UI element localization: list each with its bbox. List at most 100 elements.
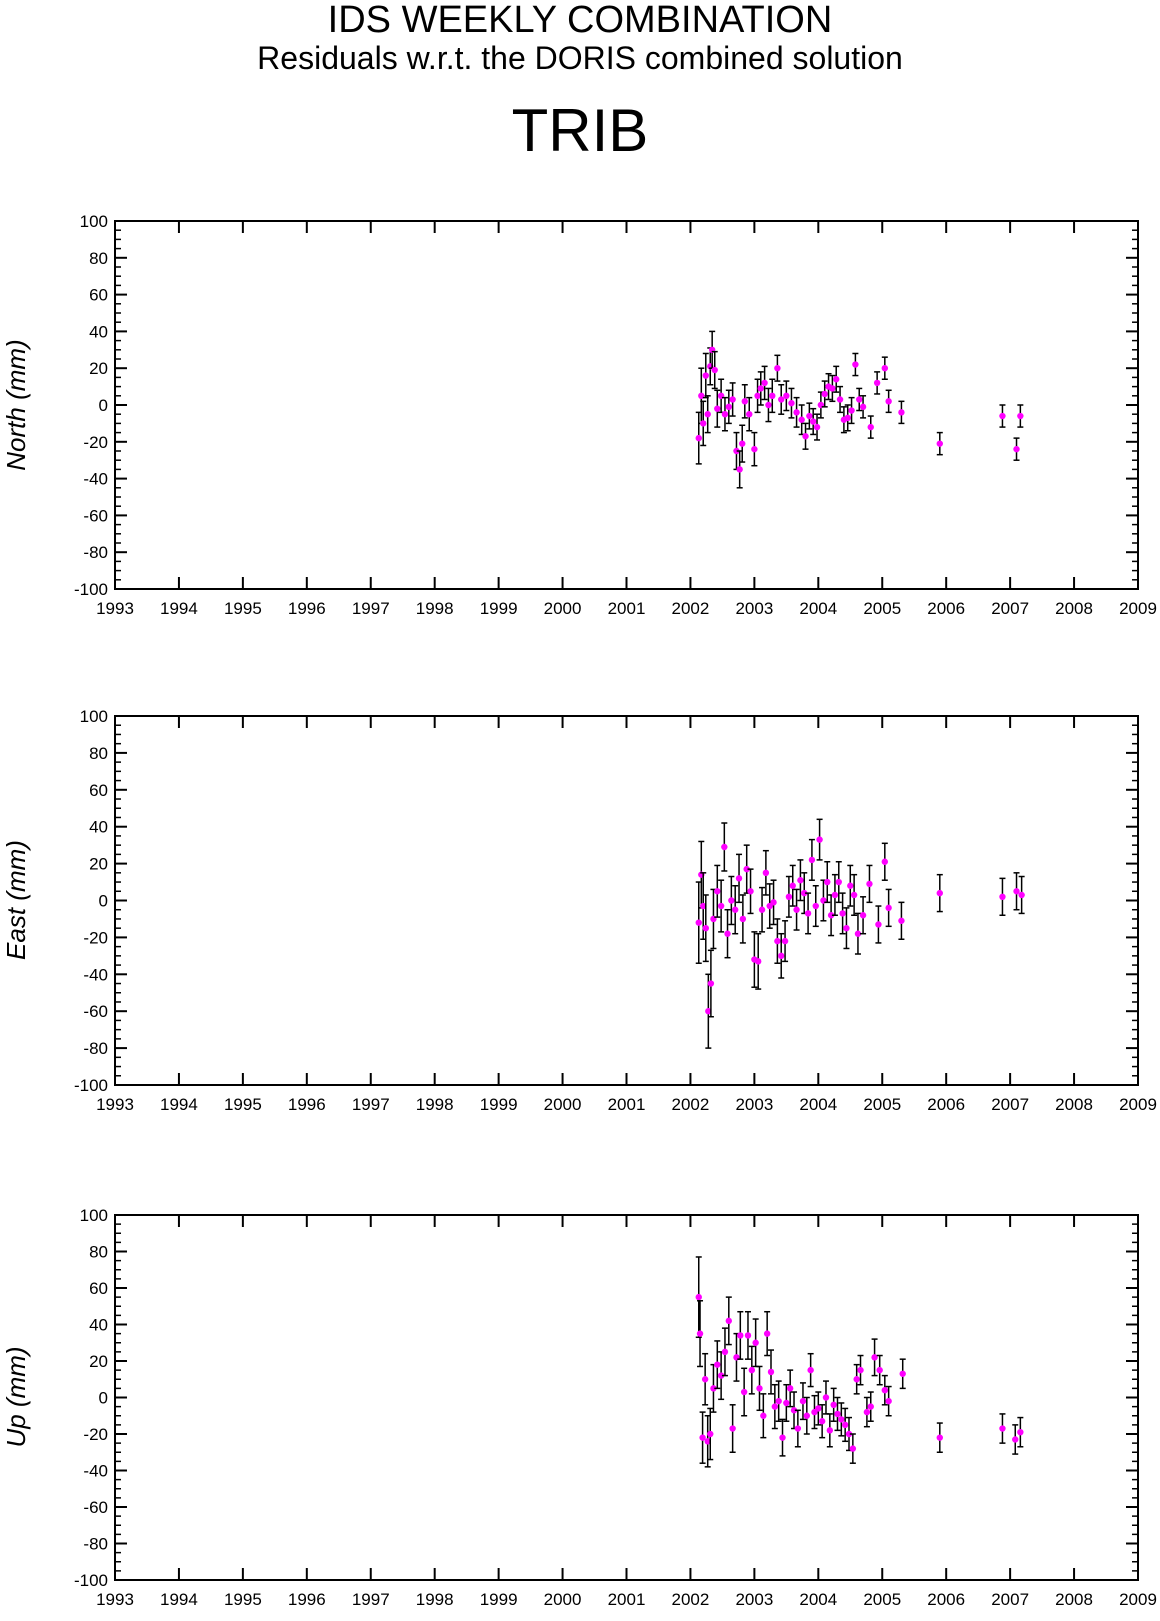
up-data-point [803,1412,811,1419]
north-data-point [711,366,718,374]
up-x-tick-label: 1996 [288,1590,326,1609]
up-plot-frame [114,1214,1139,1581]
east-data-point [731,906,739,913]
north-data-point [999,412,1006,420]
up-data-point [849,1445,857,1452]
up-x-tick-label: 2005 [863,1590,901,1609]
east-data-point [724,930,731,937]
up-data-point [1012,1436,1019,1443]
east-data-point [721,843,728,851]
north-data-point [757,385,764,392]
figure-subtitle: Residuals w.r.t. the DORIS combined solu… [257,40,903,76]
north-data-point [761,379,768,387]
up-data-point [710,1385,717,1392]
up-data-point [815,1405,822,1412]
north-data-point [783,392,790,399]
north-data-point [867,423,874,431]
up-data-point [799,1397,807,1405]
north-x-tick-label: 2002 [672,599,710,618]
east-data-point [808,856,816,864]
east-data-point [831,891,839,899]
up-panel: 1993 1994 1995 1996 1997 1998 1999 2000 2001 2002… [1,1206,1157,1609]
north-y-tick-label: 80 [89,249,108,268]
north-x-tick-label: 2001 [608,599,646,618]
north-data-point [765,401,772,409]
east-y-tick-label: 60 [89,781,108,800]
north-y-tick-label: -60 [83,506,108,525]
up-data-point [830,1401,837,1409]
east-data-point [778,952,785,960]
east-x-tick-label: 2002 [672,1095,710,1114]
east-data-point [812,902,819,910]
up-x-tick-label: 1995 [224,1590,262,1609]
up-x-tick-label: 2004 [799,1590,837,1609]
up-data-point [717,1372,725,1379]
east-x-tick-label: 2006 [927,1095,965,1114]
north-x-tick-label: 2009 [1119,599,1157,618]
east-data-point [835,878,842,886]
north-data-point [813,423,821,431]
up-data-point [857,1366,864,1374]
east-x-tick-label: 1995 [224,1095,262,1114]
up-x-tick-label: 2009 [1119,1590,1157,1609]
north-data-point [885,398,892,405]
east-data-point [804,910,812,917]
up-data-point [748,1366,756,1374]
east-x-tick-label: 2004 [799,1095,837,1114]
north-data-point [881,365,889,372]
east-x-tick-label: 2000 [544,1095,582,1114]
east-y-tick-label: -20 [83,928,108,947]
north-y-tick-label: 20 [89,359,108,378]
north-x-tick-label: 1994 [160,599,198,618]
east-y-tick-label: -60 [83,1002,108,1021]
north-data-point [836,396,844,403]
north-data-point [714,405,721,412]
north-data-point [859,403,867,411]
up-x-tick-label: 2003 [735,1590,773,1609]
north-data-point [778,396,785,403]
figure-title: IDS WEEKLY COMBINATION [327,0,833,41]
east-y-tick-label: -40 [83,965,108,984]
up-data-point [807,1366,814,1374]
north-data-point [829,385,836,392]
up-data-point [783,1399,790,1407]
up-y-tick-label: -80 [83,1535,108,1554]
north-data-point [802,433,809,440]
up-x-tick-label: 2008 [1055,1590,1093,1609]
east-data-point [717,902,725,910]
east-data-point [707,980,715,987]
up-y-tick-label: -40 [83,1462,108,1481]
north-data-point [739,440,746,447]
east-x-tick-label: 2009 [1119,1095,1157,1114]
up-data-point [826,1427,834,1434]
north-y-tick-label: -40 [83,470,108,489]
up-data-point [752,1339,759,1346]
north-x-tick-label: 1999 [480,599,518,618]
up-data-point [841,1421,849,1429]
north-data-point [725,403,732,411]
north-data-point [844,414,851,422]
up-data-point [885,1397,892,1405]
east-x-tick-label: 1997 [352,1095,390,1114]
north-y-tick-label: -100 [74,580,108,599]
east-x-tick-label: 2008 [1055,1095,1093,1114]
east-y-tick-label: 0 [99,892,108,911]
east-data-point [875,921,882,928]
east-data-point [762,869,770,877]
north-data-point [729,396,736,403]
up-data-point [1017,1428,1024,1436]
north-data-point [788,399,795,407]
east-data-point [885,904,892,912]
north-x-tick-label: 2004 [799,599,837,618]
north-y-tick-label: -80 [83,543,108,562]
north-x-tick-label: 2008 [1055,599,1093,618]
north-data-point [793,409,800,416]
up-y-tick-label: -60 [83,1498,108,1517]
up-x-tick-label: 2000 [544,1590,582,1609]
east-data-point [793,906,800,913]
east-data-point [1013,888,1020,895]
east-data-point [705,1008,712,1015]
east-x-tick-label: 1994 [160,1095,198,1114]
up-x-tick-label: 2002 [672,1590,710,1609]
up-data-point [999,1425,1006,1432]
